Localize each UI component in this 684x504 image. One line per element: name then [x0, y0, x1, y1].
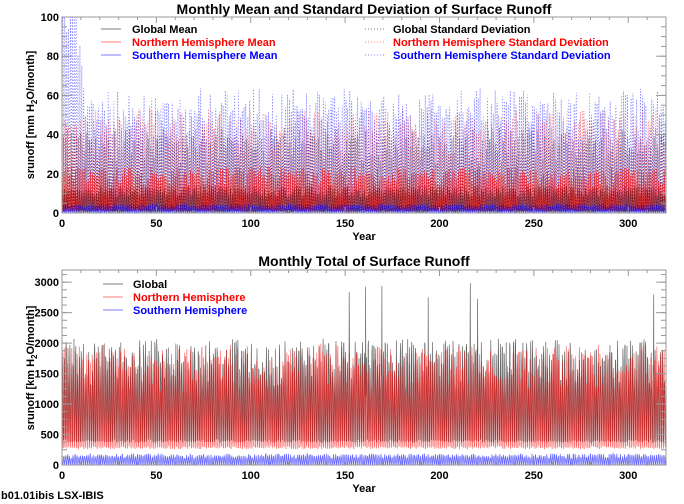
y-tick-label: 2000 — [35, 338, 59, 350]
x-tick-label: 0 — [59, 218, 65, 230]
legend-label: Southern Hemisphere Mean — [132, 50, 278, 62]
x-tick-label: 200 — [430, 470, 448, 482]
legend-label: Global — [133, 279, 167, 291]
y-tick-label: 80 — [47, 51, 59, 63]
chart-title-1: Monthly Mean and Standard Deviation of S… — [177, 1, 552, 17]
series-line-northern-hemisphere — [62, 343, 666, 450]
y-tick-label: 40 — [47, 130, 59, 142]
x-tick-label: 300 — [619, 470, 637, 482]
axis-ticks-1: 0 50 100 150 200 250 300 0 20 40 60 80 100 — [41, 12, 666, 230]
x-tick-label: 150 — [336, 470, 354, 482]
x-tick-label: 300 — [619, 218, 637, 230]
y-label-2-a: srunoff [km H — [25, 359, 37, 431]
x-tick-label: 200 — [430, 218, 448, 230]
x-tick-label: 150 — [336, 218, 354, 230]
x-tick-label: 50 — [150, 470, 162, 482]
x-tick-label: 50 — [150, 218, 162, 230]
y-axis-label-2: srunoff [km H2O/month] — [25, 305, 39, 430]
series-line-southern-hemisphere-mean — [62, 202, 666, 213]
y-label-1-a: srunoff [mm H — [25, 104, 37, 179]
legend-label: Southern Hemisphere Standard Deviation — [393, 50, 611, 62]
y-tick-label: 20 — [47, 169, 59, 181]
y-tick-label: 1000 — [35, 399, 59, 411]
x-tick-label: 250 — [525, 470, 543, 482]
chart-title-2: Monthly Total of Surface Runoff — [258, 253, 470, 269]
x-tick-label: 100 — [242, 218, 260, 230]
y-tick-label: 0 — [53, 208, 59, 220]
y-tick-label: 3000 — [35, 277, 59, 289]
y-label-1-b: O/month] — [25, 50, 37, 99]
y-tick-label: 0 — [53, 460, 59, 472]
y-label-2-b: O/month] — [25, 305, 37, 354]
y-tick-label: 100 — [41, 12, 59, 24]
series-line-northern-hemisphere-standard-deviation — [62, 108, 666, 212]
x-tick-label: 100 — [242, 470, 260, 482]
footer-label: b01.01ibis LSX-IBIS — [1, 490, 104, 502]
y-axis-label-1: srunoff [mm H2O/month] — [25, 50, 39, 179]
plot-area-2 — [62, 283, 666, 465]
legend-label: Northern Hemisphere Mean — [132, 37, 276, 49]
y-tick-label: 500 — [41, 430, 59, 442]
y-tick-label: 60 — [47, 90, 59, 102]
x-tick-label: 0 — [59, 470, 65, 482]
legend-label: Northern Hemisphere — [133, 292, 245, 304]
x-tick-label: 250 — [525, 218, 543, 230]
y-tick-label: 1500 — [35, 369, 59, 381]
legend-label: Southern Hemisphere — [133, 305, 247, 317]
axis-ticks-2: 0 50 100 150 200 250 3000500100015002000250030… — [35, 270, 666, 482]
y-label-2-sub: 2 — [30, 354, 39, 359]
panel-total: Monthly Total of Surface Runoff 0 50 100 15… — [25, 253, 667, 495]
legend-label: Northern Hemisphere Standard Deviation — [393, 37, 609, 49]
x-axis-label-1: Year — [352, 231, 376, 243]
y-tick-label: 2500 — [35, 308, 59, 320]
x-axis-label-2: Year — [352, 483, 376, 495]
panel-mean-std: Monthly Mean and Standard Deviation of S… — [25, 1, 667, 243]
series-line-southern-hemisphere — [62, 452, 666, 465]
plot-area-1 — [62, 17, 666, 213]
y-label-1-sub: 2 — [30, 99, 39, 104]
legend-label: Global Mean — [132, 24, 198, 36]
legend-label: Global Standard Deviation — [393, 24, 531, 36]
